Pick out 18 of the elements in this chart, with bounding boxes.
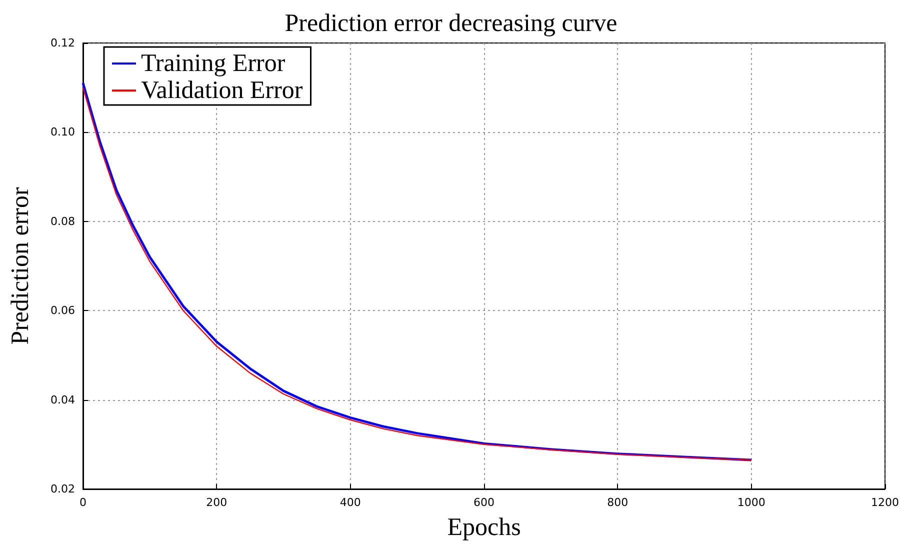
y-tick-label: 0.06 bbox=[50, 304, 75, 318]
y-tick-label: 0.10 bbox=[50, 126, 75, 139]
x-tick-label: 400 bbox=[340, 496, 361, 509]
y-tick-label: 0.04 bbox=[50, 393, 75, 406]
y-tick-label: 0.02 bbox=[50, 482, 75, 496]
x-tick-label: 200 bbox=[206, 496, 228, 509]
x-tick-label: 800 bbox=[607, 496, 628, 509]
x-tick-label: 600 bbox=[474, 496, 494, 509]
legend-label: Training Error bbox=[141, 50, 286, 77]
y-tick-label: 0.08 bbox=[50, 214, 75, 228]
chart-title: Prediction error decreasing curve bbox=[284, 10, 618, 37]
x-tick-label: 1000 bbox=[737, 496, 766, 509]
x-tick-label: 1200 bbox=[871, 496, 900, 509]
x-tick-label: 0 bbox=[80, 496, 86, 509]
y-tick-label: 0.12 bbox=[50, 36, 75, 50]
y-axis-title: Prediction error bbox=[7, 186, 34, 345]
x-axis-title: Epochs bbox=[447, 514, 521, 541]
legend-label: Validation Error bbox=[141, 77, 304, 104]
